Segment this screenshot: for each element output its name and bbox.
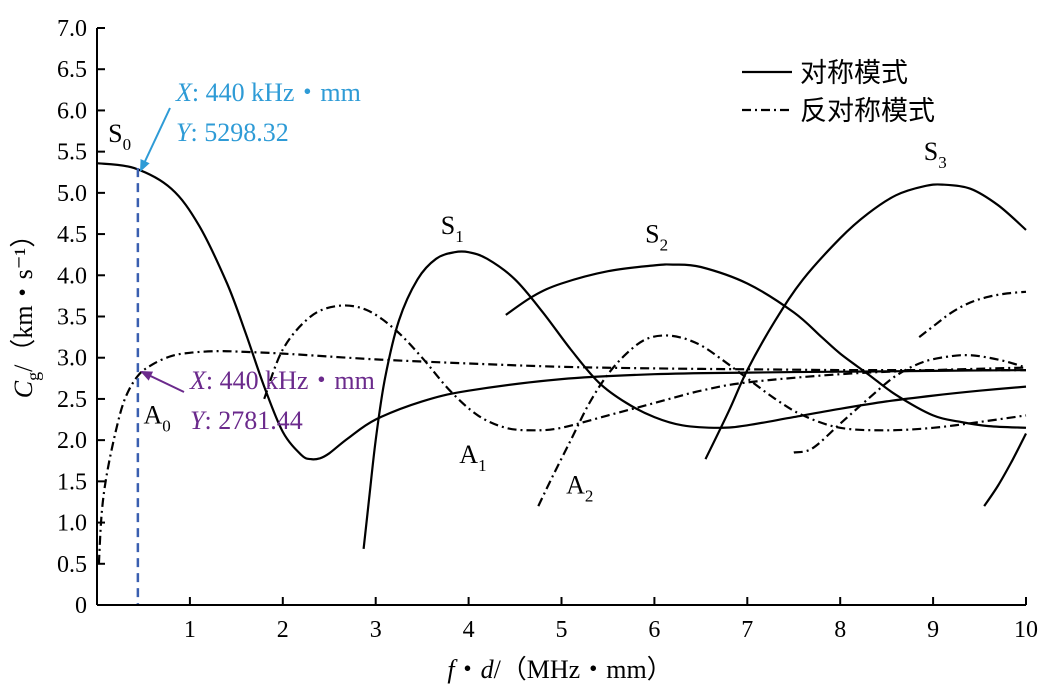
x-axis-ticks: 1 2 3 4 5 6 7 8 9 10 bbox=[184, 597, 1038, 643]
series-a1-line bbox=[263, 304, 1027, 432]
mode-label-s3: S3 bbox=[924, 137, 947, 172]
annotation-x-text: X: 440 kHz・mm bbox=[175, 78, 361, 107]
series-s4-line bbox=[983, 433, 1027, 507]
y-tick-label: 6.0 bbox=[57, 98, 87, 124]
mode-label-a0: A0 bbox=[143, 401, 170, 436]
legend: 对称模式 反对称模式 bbox=[742, 58, 935, 127]
y-tick-label: 3.0 bbox=[57, 346, 87, 372]
y-tick-label: 1.5 bbox=[57, 469, 87, 495]
x-tick-label: 9 bbox=[927, 617, 939, 643]
y-tick-label: 7.0 bbox=[57, 16, 87, 42]
y-tick-label: 6.5 bbox=[57, 57, 87, 83]
mode-label-s2: S2 bbox=[645, 219, 668, 254]
series-a4-line bbox=[918, 290, 1027, 338]
annotation-x-text: X: 440 kHz・mm bbox=[189, 366, 375, 395]
series-a3-line bbox=[793, 354, 1027, 454]
x-tick-label: 4 bbox=[463, 617, 475, 643]
x-tick-label: 1 bbox=[184, 617, 196, 643]
annotation-arrow bbox=[140, 370, 185, 393]
y-tick-label: 2.0 bbox=[57, 428, 87, 454]
legend-label-antisymmetric: 反对称模式 bbox=[800, 96, 935, 127]
mode-label-a1: A1 bbox=[459, 440, 486, 475]
mode-label-a2: A2 bbox=[566, 471, 593, 506]
series-s2-line bbox=[505, 263, 1027, 429]
y-tick-label: 0 bbox=[75, 593, 87, 619]
x-tick-label: 2 bbox=[277, 617, 289, 643]
x-tick-label: 10 bbox=[1014, 617, 1038, 643]
y-tick-label: 0.5 bbox=[57, 552, 87, 578]
y-tick-label: 3.5 bbox=[57, 305, 87, 331]
annotation-y-text: Y: 5298.32 bbox=[176, 118, 289, 147]
y-tick-label: 5.0 bbox=[57, 181, 87, 207]
series-s1-line bbox=[362, 250, 1027, 550]
x-tick-label: 5 bbox=[556, 617, 568, 643]
dispersion-curves bbox=[96, 162, 1027, 564]
x-tick-label: 6 bbox=[648, 617, 660, 643]
legend-label-symmetric: 对称模式 bbox=[800, 58, 908, 89]
y-tick-label: 4.5 bbox=[57, 222, 87, 248]
series-s3-line bbox=[704, 183, 1027, 460]
x-tick-label: 3 bbox=[370, 617, 382, 643]
annotation-arrow bbox=[139, 107, 171, 172]
mode-label-s1: S1 bbox=[441, 211, 464, 246]
series-a2-line bbox=[537, 334, 1027, 507]
y-tick-label: 5.5 bbox=[57, 140, 87, 166]
annotations: X: 440 kHz・mm Y: 5298.32 X: 440 kHz・mm Y: 2… bbox=[139, 78, 375, 435]
y-axis-label: Cg/（km・s⁻¹） bbox=[9, 222, 43, 398]
mode-labels: S0 A0 S1 A1 S2 A2 S3 bbox=[108, 119, 947, 506]
y-axis-ticks: 0 0.5 1.0 1.5 2.0 2.5 3.0 3.5 4.0 4.5 5.0 5.5 6.0 6.5… bbox=[57, 16, 105, 619]
x-tick-label: 7 bbox=[741, 617, 753, 643]
y-tick-label: 4.0 bbox=[57, 263, 87, 289]
x-tick-label: 8 bbox=[834, 617, 846, 643]
y-tick-label: 1.0 bbox=[57, 511, 87, 537]
x-axis-label: f・d/（MHz・mm） bbox=[447, 655, 672, 684]
y-tick-label: 2.5 bbox=[57, 387, 87, 413]
annotation-y-text: Y: 2781.44 bbox=[190, 406, 303, 435]
mode-label-s0: S0 bbox=[108, 119, 131, 154]
